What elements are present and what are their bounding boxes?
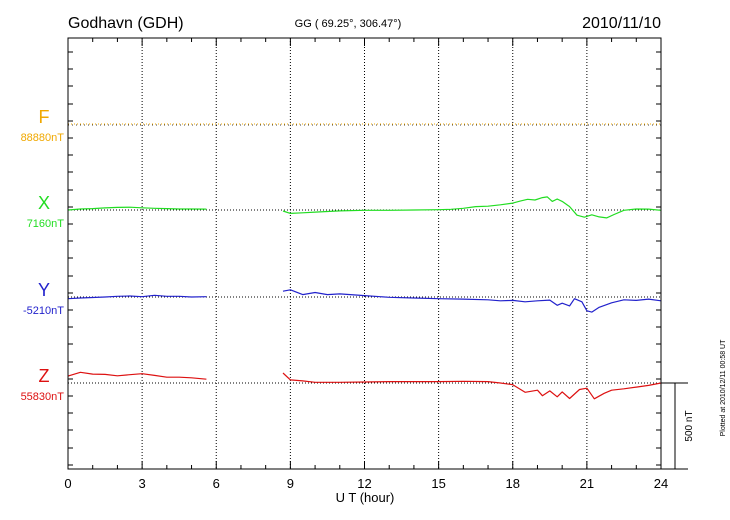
grid-lines	[68, 38, 661, 469]
series-name-y: Y	[38, 280, 50, 300]
x-tick-label: 9	[287, 476, 294, 491]
series-baseline-y: -5210nT	[23, 305, 64, 317]
series-line-x	[282, 196, 662, 219]
x-tick-label: 15	[431, 476, 445, 491]
x-tick-label: 0	[64, 476, 71, 491]
series-baseline-x: 7160nT	[27, 218, 65, 230]
series-line-x	[67, 206, 207, 211]
x-tick-label: 24	[654, 476, 668, 491]
axis-ticks: 0 3 6 9 12 15 18 21 24	[64, 38, 668, 491]
series-name-x: X	[38, 193, 50, 213]
series-line-z	[282, 372, 662, 400]
x-tick-label: 21	[580, 476, 594, 491]
chart-title: Godhavn (GDH)	[68, 15, 184, 32]
series-baseline-z: 55830nT	[21, 391, 65, 403]
chart-subtitle: GG ( 69.25°, 306.47°)	[295, 18, 402, 30]
x-tick-label: 12	[357, 476, 371, 491]
series-lines	[67, 196, 662, 400]
x-tick-label: 3	[139, 476, 146, 491]
x-tick-label: 18	[506, 476, 520, 491]
x-axis-label: U T (hour)	[336, 490, 395, 505]
scale-bar	[661, 382, 688, 470]
chart-date: 2010/11/10	[582, 15, 661, 32]
series-name-z: Z	[39, 366, 50, 386]
series-line-y	[67, 294, 207, 300]
scale-bar-label: 500 nT	[684, 410, 695, 441]
series-labels: F 88880nT X 7160nT Y -5210nT Z 55830nT	[21, 107, 65, 403]
x-tick-label: 6	[213, 476, 220, 491]
series-line-y	[282, 289, 662, 313]
series-line-z	[67, 371, 207, 380]
series-baseline-f: 88880nT	[21, 132, 65, 144]
series-name-f: F	[39, 107, 50, 127]
plotted-note: Plotted at 2010/12/11 00:58 UT	[720, 339, 727, 436]
